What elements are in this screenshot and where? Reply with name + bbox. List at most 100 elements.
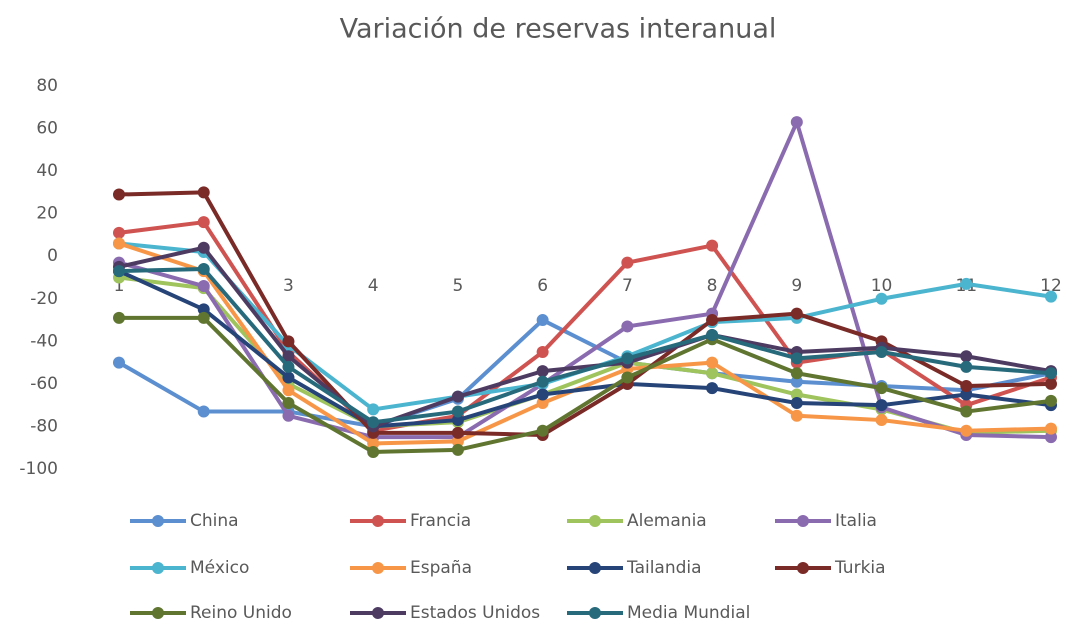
- point: [790, 409, 803, 422]
- series-line: [118, 220, 1052, 433]
- point: [875, 414, 888, 427]
- y-tick-label: -20: [30, 289, 58, 309]
- point: [706, 356, 719, 369]
- point: [621, 352, 634, 365]
- legend-marker: [152, 515, 164, 527]
- x-tick-label: 4: [368, 276, 379, 296]
- point: [113, 356, 125, 369]
- point: [790, 397, 803, 410]
- point: [875, 399, 888, 412]
- series-line: [118, 245, 1052, 429]
- y-tick-label: -80: [30, 416, 58, 436]
- point: [367, 445, 380, 458]
- legend-label: Reino Unido: [190, 603, 292, 623]
- point: [282, 350, 295, 363]
- point: [1045, 394, 1057, 407]
- y-tick-label: 60: [36, 119, 58, 139]
- y-tick-label: -100: [19, 459, 58, 479]
- point: [536, 314, 549, 327]
- point: [960, 424, 973, 437]
- series-line: [118, 120, 1052, 440]
- point: [706, 314, 719, 327]
- point: [706, 239, 719, 252]
- x-tick-label: 3: [283, 276, 294, 296]
- series-line: [119, 315, 1052, 454]
- legend-label: Francia: [410, 511, 471, 531]
- point: [451, 435, 464, 448]
- legend-label: Estados Unidos: [410, 603, 540, 623]
- point: [790, 307, 803, 320]
- point: [621, 256, 634, 269]
- point: [282, 335, 295, 348]
- legend-marker: [589, 515, 601, 527]
- point: [960, 360, 973, 373]
- point: [113, 265, 125, 278]
- legend-marker: [797, 562, 809, 574]
- point: [621, 320, 634, 333]
- point: [1045, 290, 1057, 303]
- point: [1045, 431, 1057, 444]
- point: [790, 375, 803, 388]
- y-tick-label: -40: [30, 331, 58, 351]
- point: [536, 424, 549, 437]
- point: [282, 360, 295, 373]
- point: [451, 414, 464, 427]
- point: [367, 403, 380, 416]
- point: [790, 116, 803, 129]
- point: [451, 390, 464, 403]
- legend-label: Media Mundial: [627, 603, 750, 623]
- point: [197, 311, 210, 324]
- point: [197, 303, 210, 316]
- point: [960, 380, 973, 393]
- x-tick-label: 7: [622, 276, 633, 296]
- y-tick-label: -60: [30, 374, 58, 394]
- point: [875, 345, 888, 358]
- legend-label: España: [410, 558, 472, 578]
- point: [451, 443, 464, 456]
- legend-label: Turkia: [834, 558, 886, 578]
- legend-label: Tailandia: [626, 558, 702, 578]
- series-line: [118, 269, 1052, 429]
- series-line: [118, 241, 1052, 446]
- x-tick-label: 6: [537, 276, 548, 296]
- legend-label: China: [190, 511, 239, 531]
- point: [197, 216, 210, 229]
- point: [706, 328, 719, 341]
- point: [536, 345, 549, 358]
- legend-label: Alemania: [627, 511, 707, 531]
- point: [451, 426, 464, 439]
- point: [1045, 377, 1057, 390]
- legend-marker: [797, 515, 809, 527]
- x-tick-label: 12: [1040, 276, 1062, 296]
- point: [197, 262, 210, 275]
- point: [367, 437, 380, 450]
- x-tick-label: 1: [114, 276, 125, 296]
- x-tick-label: 8: [707, 276, 718, 296]
- point: [790, 388, 803, 401]
- legend-label: México: [190, 558, 249, 578]
- point: [282, 397, 295, 410]
- chart-title: Variación de reservas interanual: [340, 14, 777, 45]
- legend-marker: [372, 562, 384, 574]
- point: [113, 237, 125, 250]
- point: [451, 405, 464, 418]
- point: [1045, 422, 1057, 435]
- point: [197, 405, 210, 418]
- point: [790, 352, 803, 365]
- point: [536, 388, 549, 401]
- point: [790, 367, 803, 380]
- series-line: [117, 318, 1052, 429]
- point: [536, 397, 549, 410]
- legend-label: Italia: [835, 511, 877, 531]
- point: [536, 375, 549, 388]
- legend-marker: [152, 562, 164, 574]
- point: [960, 388, 973, 401]
- point: [197, 186, 210, 199]
- point: [282, 371, 295, 384]
- x-tick-label: 10: [871, 276, 893, 296]
- point: [621, 371, 634, 384]
- legend-marker: [152, 607, 164, 619]
- point: [367, 416, 380, 429]
- point: [282, 409, 295, 422]
